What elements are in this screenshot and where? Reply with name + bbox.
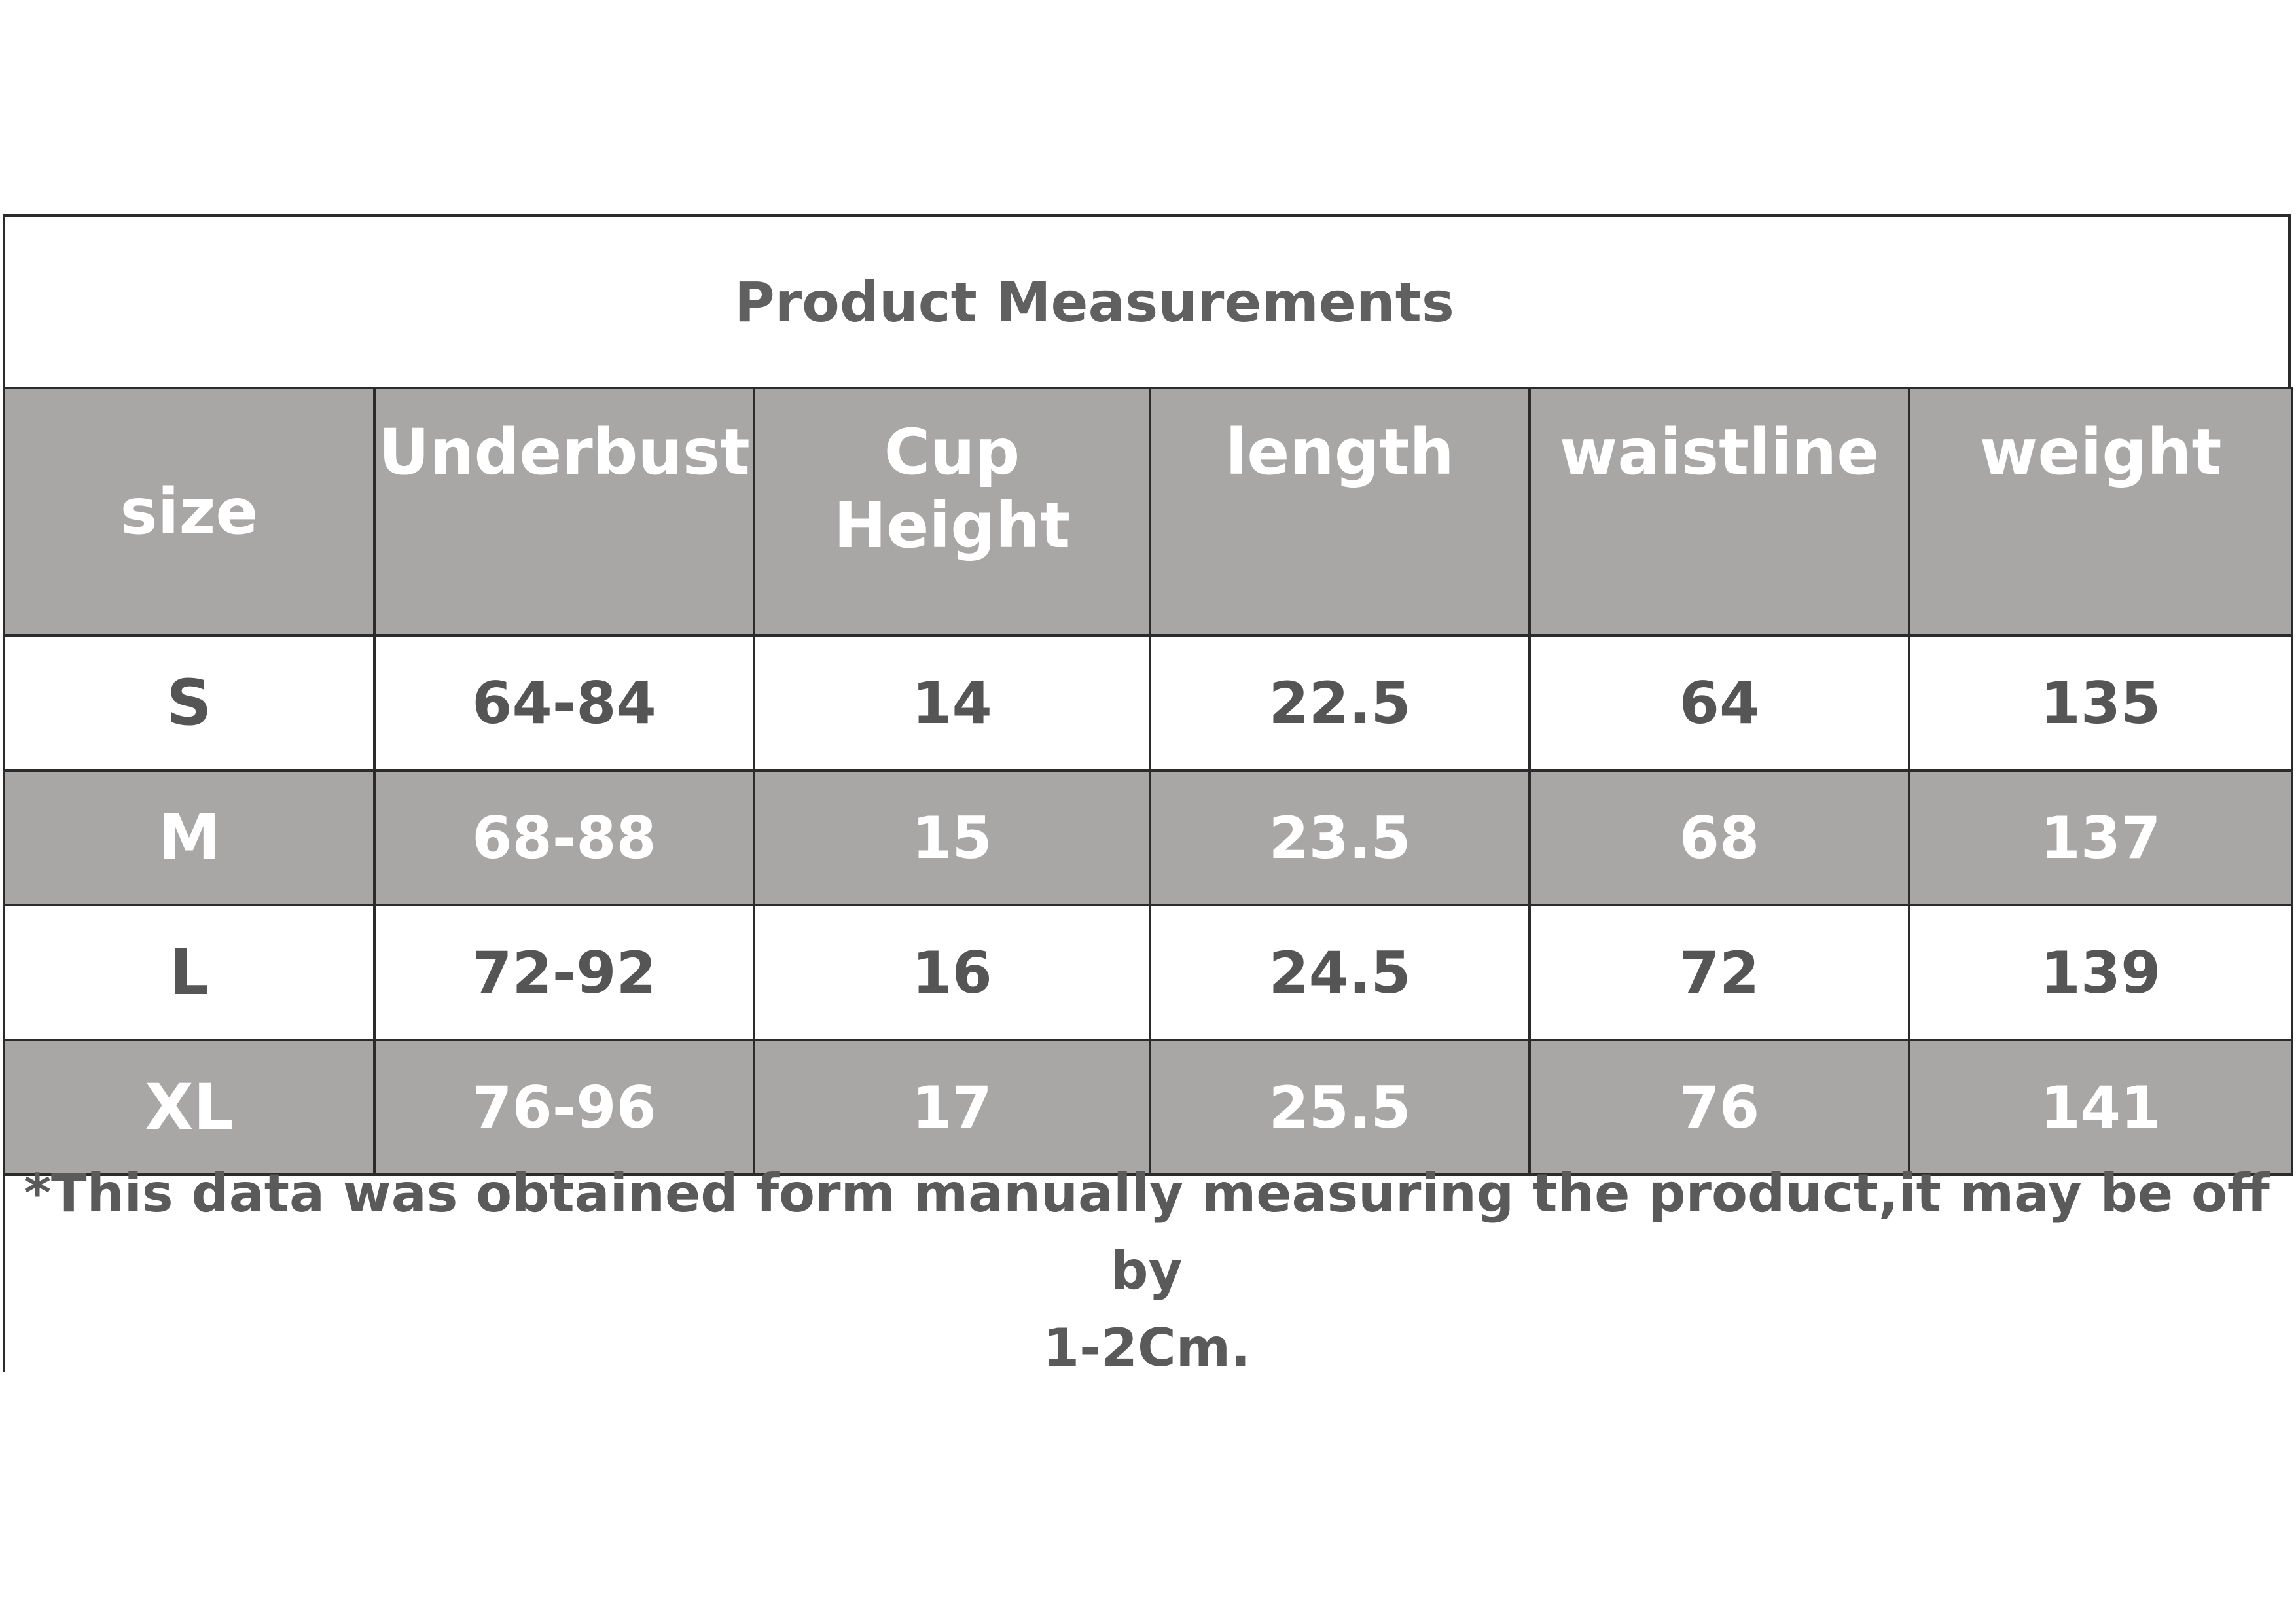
table-row: L 72-92 16 24.5 72 139 bbox=[3, 904, 2293, 1041]
disclaimer-line-2: 1-2Cm. bbox=[1043, 1317, 1251, 1378]
header-size: size bbox=[3, 387, 376, 637]
size-cell: XL bbox=[3, 1039, 376, 1176]
measurement-table: size Underbust Cup Height length waistli… bbox=[3, 387, 2293, 1176]
header-cup-height: Cup Height bbox=[753, 387, 1151, 637]
header-length: length bbox=[1149, 387, 1531, 637]
underbust-cell: 68-88 bbox=[373, 769, 755, 906]
cup-height-cell: 15 bbox=[753, 769, 1151, 906]
length-cell: 22.5 bbox=[1149, 634, 1531, 772]
weight-cell: 135 bbox=[1908, 634, 2293, 772]
length-cell: 25.5 bbox=[1149, 1039, 1531, 1176]
waistline-cell: 76 bbox=[1528, 1039, 1910, 1176]
cup-height-cell: 14 bbox=[753, 634, 1151, 772]
table-header-row: size Underbust Cup Height length waistli… bbox=[3, 387, 2293, 637]
weight-cell: 139 bbox=[1908, 904, 2293, 1041]
chart-title: Product Measurements bbox=[5, 217, 2288, 388]
length-cell: 24.5 bbox=[1149, 904, 1531, 1041]
weight-cell: 137 bbox=[1908, 769, 2293, 906]
table-row: XL 76-96 17 25.5 76 141 bbox=[3, 1039, 2293, 1176]
size-cell: L bbox=[3, 904, 376, 1041]
header-underbust: Underbust bbox=[373, 387, 755, 637]
underbust-cell: 64-84 bbox=[373, 634, 755, 772]
measurement-disclaimer: *This data was obtained form manually me… bbox=[5, 1155, 2288, 1387]
waistline-cell: 64 bbox=[1528, 634, 1910, 772]
size-cell: M bbox=[3, 769, 376, 906]
waistline-cell: 68 bbox=[1528, 769, 1910, 906]
header-waistline: waistline bbox=[1528, 387, 1910, 637]
underbust-cell: 76-96 bbox=[373, 1039, 755, 1176]
chart-right-border bbox=[2288, 214, 2291, 389]
header-weight: weight bbox=[1908, 387, 2293, 637]
size-chart: Product Measurements size Underbust Cup … bbox=[3, 214, 2293, 1378]
cup-height-cell: 16 bbox=[753, 904, 1151, 1041]
size-cell: S bbox=[3, 634, 376, 772]
table-row: S 64-84 14 22.5 64 135 bbox=[3, 634, 2293, 772]
chart-title-text: Product Measurements bbox=[734, 270, 1454, 334]
chart-top-border bbox=[3, 214, 2291, 217]
disclaimer-line-1: *This data was obtained form manually me… bbox=[24, 1163, 2270, 1301]
waistline-cell: 72 bbox=[1528, 904, 1910, 1041]
table-row: M 68-88 15 23.5 68 137 bbox=[3, 769, 2293, 906]
cup-height-cell: 17 bbox=[753, 1039, 1151, 1176]
underbust-cell: 72-92 bbox=[373, 904, 755, 1041]
weight-cell: 141 bbox=[1908, 1039, 2293, 1176]
length-cell: 23.5 bbox=[1149, 769, 1531, 906]
